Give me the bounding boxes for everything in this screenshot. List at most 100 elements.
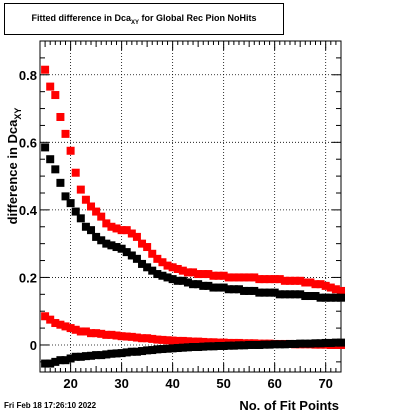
- series-2-point: [41, 312, 50, 321]
- series-0-point: [148, 249, 157, 258]
- series-3-point: [51, 357, 60, 366]
- series-0-point: [153, 254, 162, 263]
- series-3-point: [122, 348, 131, 357]
- series-1-point: [138, 259, 147, 268]
- series-0-point: [138, 239, 147, 248]
- series-0-point: [199, 270, 208, 279]
- series-0-point: [66, 146, 75, 155]
- series-1-point: [270, 288, 279, 297]
- series-0-point: [285, 276, 294, 285]
- y-tick-label: 0.2: [19, 270, 37, 285]
- series-1-point: [117, 244, 126, 253]
- series-0-point: [56, 112, 65, 121]
- series-3-point: [66, 354, 75, 363]
- series-3-point: [250, 340, 259, 349]
- series-0-point: [280, 276, 289, 285]
- series-0-point: [92, 207, 101, 216]
- series-3-point: [255, 340, 264, 349]
- series-3-point: [209, 342, 218, 351]
- series-1-point: [71, 207, 80, 216]
- series-3-point: [56, 356, 65, 365]
- y-tick-label: 0.8: [19, 68, 37, 83]
- series-1-point: [81, 222, 90, 231]
- series-0-point: [265, 275, 274, 284]
- series-0-point: [97, 212, 106, 221]
- series-1-point: [301, 292, 310, 301]
- series-3-point: [117, 349, 126, 358]
- series-3-point: [87, 351, 96, 360]
- series-0-point: [326, 283, 335, 292]
- series-3-point: [229, 341, 238, 350]
- series-1-point: [234, 285, 243, 294]
- series-1-point: [107, 241, 116, 250]
- series-0-point: [275, 275, 284, 284]
- series-3-point: [143, 346, 152, 355]
- series-2-point: [173, 336, 182, 345]
- series-0-point: [158, 258, 167, 267]
- series-3-point: [46, 359, 55, 368]
- series-2-point: [66, 324, 75, 333]
- x-tick-label: 30: [114, 376, 128, 391]
- series-2-point: [51, 319, 60, 328]
- series-1-point: [285, 290, 294, 299]
- series-2-point: [87, 329, 96, 338]
- series-2-point: [107, 330, 116, 339]
- chart-title: Fitted difference in DcaXY for Global Re…: [31, 13, 257, 26]
- series-1-point: [337, 293, 345, 302]
- series-0-point: [291, 276, 300, 285]
- series-1-point: [143, 263, 152, 272]
- series-2-point: [204, 338, 213, 347]
- series-3-point: [204, 342, 213, 351]
- series-1-point: [66, 199, 75, 208]
- series-3-point: [301, 339, 310, 348]
- series-3-point: [132, 347, 141, 356]
- x-tick-labels: 20 30 40 50 60 70: [63, 376, 333, 391]
- series-3-point: [183, 343, 192, 352]
- series-0-point: [245, 273, 254, 282]
- series-2-point: [56, 320, 65, 329]
- series-0-point: [331, 285, 340, 294]
- series-3-point: [260, 340, 269, 349]
- series-1-point: [183, 278, 192, 287]
- series-3-point: [219, 341, 228, 350]
- series-0-point: [214, 271, 223, 280]
- series-0-point: [46, 82, 55, 91]
- series-1-point: [265, 288, 274, 297]
- series-0-point: [173, 264, 182, 273]
- series-1-point: [153, 270, 162, 279]
- series-3-point: [178, 343, 187, 352]
- series-3-point: [245, 340, 254, 349]
- series-1-point: [275, 290, 284, 299]
- series-1-point: [255, 288, 264, 297]
- series-1-point: [112, 243, 121, 252]
- series-2-point: [127, 332, 136, 341]
- series-1-point: [92, 232, 101, 241]
- series-0-point: [168, 263, 177, 272]
- series-2-point: [189, 337, 198, 346]
- series-1-point: [76, 214, 85, 223]
- series-0-point: [112, 224, 121, 233]
- series-3-point: [291, 339, 300, 348]
- series-1-point: [229, 285, 238, 294]
- series-3-point: [311, 339, 320, 348]
- series-0-point: [321, 281, 330, 290]
- series-2-point: [138, 334, 147, 343]
- series-3-point: [61, 356, 70, 365]
- series-2-point: [163, 336, 172, 345]
- x-tick-label: 70: [318, 376, 332, 391]
- series-3-point: [270, 340, 279, 349]
- series-0-point: [209, 271, 218, 280]
- series-1-point: [250, 286, 259, 295]
- x-tick-label: 60: [267, 376, 281, 391]
- series-1-point: [122, 248, 131, 257]
- series-3-point: [265, 340, 274, 349]
- series-0-point: [311, 280, 320, 289]
- series-1-point: [214, 283, 223, 292]
- series-2-point: [92, 329, 101, 338]
- series-2-point: [148, 334, 157, 343]
- series-0-point: [132, 232, 141, 241]
- series-2-point: [168, 336, 177, 345]
- series-2-point: [199, 337, 208, 346]
- series-0-point: [102, 219, 111, 228]
- x-axis-label: No. of Fit Points: [239, 398, 339, 413]
